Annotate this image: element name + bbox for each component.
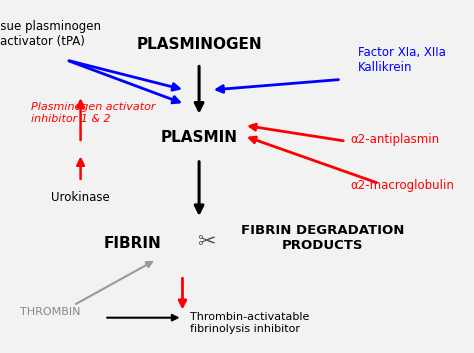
Text: PLASMIN: PLASMIN xyxy=(161,130,237,145)
Text: FIBRIN DEGRADATION
PRODUCTS: FIBRIN DEGRADATION PRODUCTS xyxy=(241,224,404,252)
Text: α2-macroglobulin: α2-macroglobulin xyxy=(351,179,455,192)
Text: PLASMINOGEN: PLASMINOGEN xyxy=(136,37,262,52)
Text: FIBRIN: FIBRIN xyxy=(104,236,162,251)
Text: α2-antiplasmin: α2-antiplasmin xyxy=(351,133,440,146)
Text: Tissue plasminogen
activator (tPA): Tissue plasminogen activator (tPA) xyxy=(0,19,101,48)
Text: THROMBIN: THROMBIN xyxy=(19,307,80,317)
Text: Plasminogen activator
inhibitor 1 & 2: Plasminogen activator inhibitor 1 & 2 xyxy=(31,102,155,124)
Text: Thrombin-activatable
fibrinolysis inhibitor: Thrombin-activatable fibrinolysis inhibi… xyxy=(190,312,309,334)
Text: Factor XIa, XIIa
Kallikrein: Factor XIa, XIIa Kallikrein xyxy=(358,46,446,74)
Text: ✂: ✂ xyxy=(197,232,216,252)
Text: Urokinase: Urokinase xyxy=(51,191,110,204)
